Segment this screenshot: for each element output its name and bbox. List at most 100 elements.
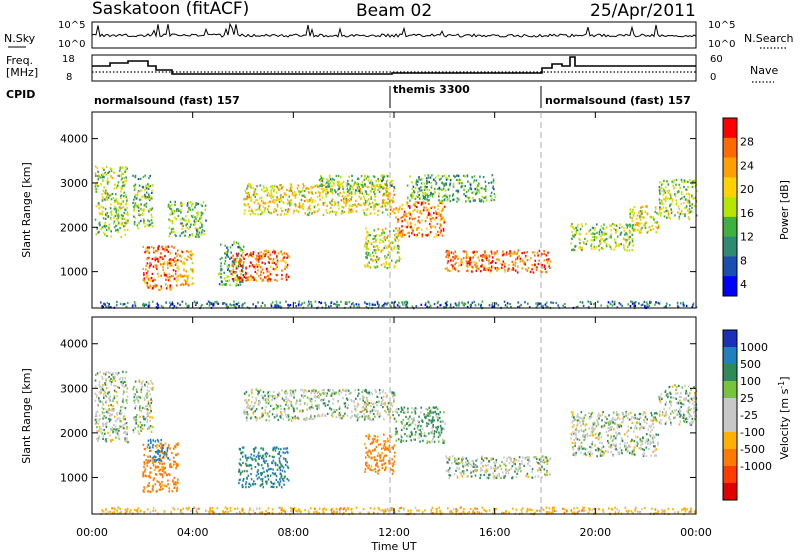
power-cell bbox=[607, 301, 610, 304]
power-cell bbox=[102, 197, 105, 200]
power-cell bbox=[416, 234, 418, 237]
power-cell bbox=[536, 304, 539, 307]
power-cell bbox=[435, 233, 437, 236]
power-cell bbox=[394, 208, 397, 211]
velocity-cell bbox=[328, 389, 330, 392]
velocity-cell bbox=[372, 438, 374, 441]
velocity-cell bbox=[137, 430, 139, 433]
power-cell bbox=[383, 175, 385, 178]
power-cell bbox=[336, 181, 339, 184]
velocity-cell bbox=[242, 461, 244, 464]
power-cell bbox=[331, 190, 333, 193]
velocity-cell bbox=[169, 462, 172, 466]
power-cell bbox=[387, 194, 390, 197]
velocity-cell bbox=[273, 407, 276, 410]
power-cell bbox=[276, 260, 279, 264]
power-cell bbox=[476, 186, 478, 189]
power-cell bbox=[270, 189, 272, 192]
velocity-cell bbox=[148, 484, 150, 487]
power-cell bbox=[472, 199, 475, 202]
power-cell bbox=[259, 277, 262, 280]
power-cell bbox=[102, 305, 104, 309]
power-cell bbox=[421, 235, 424, 238]
velocity-cell bbox=[368, 402, 370, 405]
power-cell bbox=[356, 177, 359, 180]
power-cell bbox=[329, 188, 332, 191]
power-cell bbox=[691, 203, 694, 206]
power-cell bbox=[245, 272, 247, 275]
power-cell bbox=[192, 202, 194, 205]
power-cell bbox=[468, 196, 470, 199]
power-cell bbox=[257, 208, 259, 211]
power-cell bbox=[101, 167, 104, 170]
power-cell bbox=[276, 303, 278, 306]
power-cell bbox=[110, 235, 112, 238]
power-cell bbox=[462, 188, 465, 191]
power-cell bbox=[547, 251, 549, 254]
power-cell bbox=[354, 203, 356, 206]
power-cell bbox=[118, 202, 120, 205]
power-cell bbox=[182, 262, 184, 265]
power-cell bbox=[504, 270, 506, 273]
power-cell bbox=[387, 245, 390, 248]
power-cell bbox=[585, 223, 587, 226]
power-cell bbox=[278, 306, 281, 309]
velocity-cell bbox=[311, 398, 314, 401]
power-cell bbox=[121, 221, 124, 224]
power-cell bbox=[454, 263, 456, 266]
power-cell bbox=[295, 305, 297, 308]
power-cell bbox=[635, 217, 638, 220]
noise-left-tick-top: 10^5 bbox=[58, 20, 85, 31]
power-cell bbox=[172, 269, 175, 272]
power-cell bbox=[462, 303, 465, 306]
power-cell bbox=[152, 265, 155, 268]
power-cell bbox=[696, 189, 698, 192]
velocity-cell bbox=[353, 401, 355, 404]
power-cell bbox=[622, 237, 625, 240]
power-cell bbox=[123, 180, 126, 183]
power-cell bbox=[154, 264, 157, 267]
velocity-cell bbox=[147, 443, 150, 446]
power-cell bbox=[119, 203, 122, 206]
power-cell bbox=[186, 279, 189, 282]
power-cell bbox=[404, 225, 407, 229]
power-cell bbox=[464, 195, 467, 198]
power-cell bbox=[285, 213, 288, 216]
power-cell bbox=[411, 197, 413, 200]
power-cell bbox=[173, 305, 176, 308]
power-cell bbox=[396, 246, 399, 249]
power-cell bbox=[419, 221, 421, 224]
power-cell bbox=[330, 203, 332, 206]
velocity-cell bbox=[345, 390, 348, 393]
velocity-cell bbox=[330, 413, 333, 416]
power-cell bbox=[406, 184, 409, 187]
power-cell bbox=[322, 177, 325, 180]
power-cell bbox=[98, 221, 101, 224]
power-cell bbox=[145, 205, 148, 208]
velocity-cell bbox=[321, 414, 323, 417]
power-cell bbox=[446, 303, 448, 306]
power-cell bbox=[147, 183, 149, 186]
power-cell bbox=[426, 188, 429, 192]
power-cell bbox=[143, 277, 146, 280]
velocity-cell bbox=[123, 415, 126, 418]
velocity-cell bbox=[122, 401, 125, 404]
power-cell bbox=[240, 273, 242, 276]
power-cell bbox=[435, 181, 438, 184]
power-cell bbox=[688, 201, 691, 204]
power-cell bbox=[357, 186, 359, 189]
power-cell bbox=[108, 303, 110, 306]
velocity-cell bbox=[250, 467, 253, 470]
velocity-cell bbox=[152, 460, 155, 463]
power-cell bbox=[426, 198, 428, 201]
velocity-cell bbox=[100, 431, 102, 434]
power-cell bbox=[150, 276, 153, 280]
power-cell bbox=[274, 304, 276, 307]
power-cell bbox=[115, 224, 117, 227]
power-cell bbox=[133, 215, 135, 218]
power-cell bbox=[679, 213, 682, 216]
power-cell bbox=[545, 305, 547, 308]
power-cell bbox=[134, 195, 136, 198]
power-cell bbox=[430, 220, 432, 223]
power-cell bbox=[186, 282, 189, 285]
